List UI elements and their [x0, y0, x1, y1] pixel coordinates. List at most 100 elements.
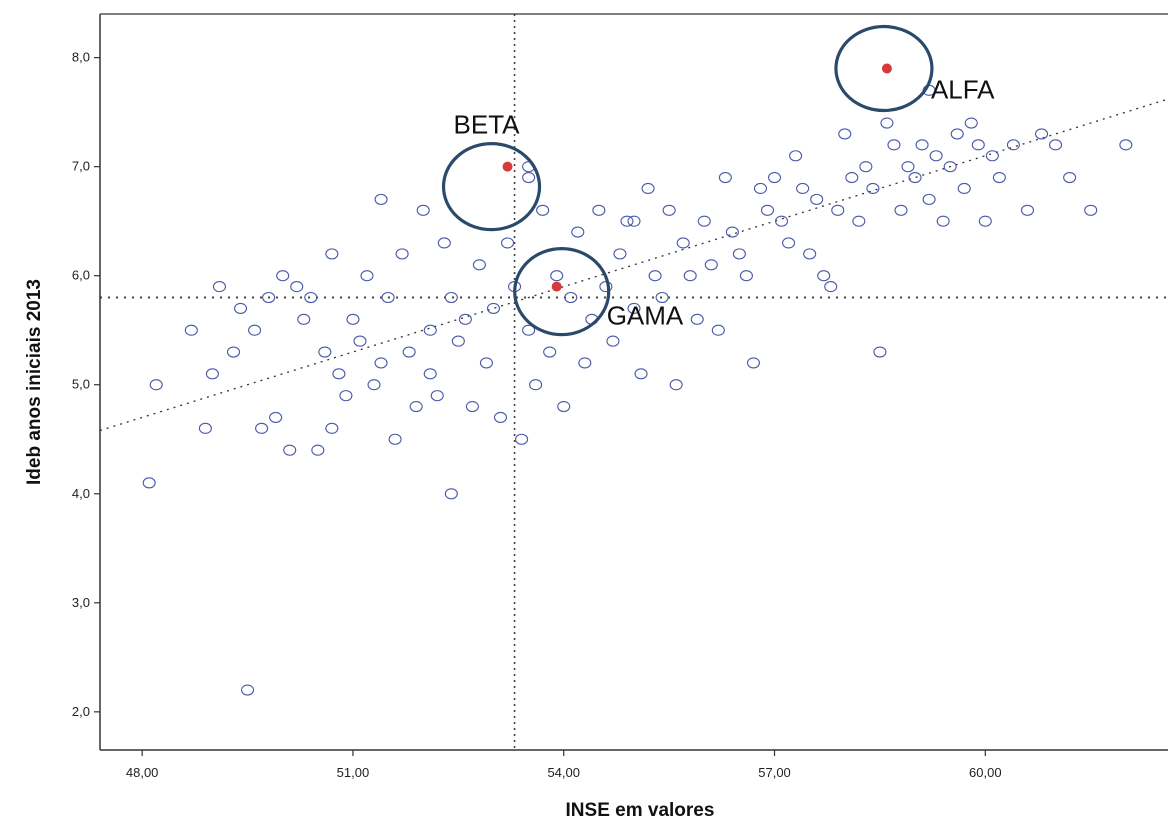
data-point [690, 313, 704, 325]
highlight-label: ALFA [931, 75, 995, 105]
data-point [529, 379, 543, 391]
data-point [444, 488, 458, 500]
data-point [402, 346, 416, 358]
data-point [852, 215, 866, 227]
data-point [325, 422, 339, 434]
data-point [711, 324, 725, 336]
data-point [451, 335, 465, 347]
y-tick-label: 4,0 [72, 486, 90, 501]
data-point [500, 237, 515, 249]
data-point [796, 182, 810, 195]
data-point [950, 128, 964, 140]
data-point [803, 248, 817, 260]
data-point [964, 117, 978, 129]
data-point [332, 368, 346, 380]
data-point [198, 422, 212, 434]
data-point [395, 248, 409, 260]
data-point [739, 270, 753, 282]
data-point [255, 422, 269, 434]
data-points [142, 84, 1133, 696]
y-tick-label: 3,0 [72, 595, 90, 610]
data-point [374, 357, 388, 369]
data-point [241, 684, 255, 696]
reference-lines [100, 14, 1168, 750]
plot-area [100, 14, 1168, 750]
data-point [873, 346, 887, 358]
data-point [290, 281, 304, 293]
data-point [922, 193, 936, 205]
data-point [276, 270, 290, 282]
data-point [346, 313, 360, 325]
data-point [662, 204, 676, 216]
x-ticks: 48,00 51,00 54,00 57,00 60,00 [126, 750, 1002, 780]
data-point [564, 291, 578, 304]
data-point [627, 215, 641, 227]
data-point [817, 270, 831, 282]
data-point [669, 379, 683, 391]
data-point [409, 400, 423, 413]
data-point [606, 335, 620, 347]
data-point [262, 291, 276, 304]
data-point [423, 368, 437, 380]
data-point [388, 433, 402, 445]
x-tick-label: 57,00 [758, 765, 791, 780]
data-point [866, 182, 880, 195]
data-point [297, 313, 311, 325]
data-point [360, 270, 374, 282]
data-point [943, 161, 957, 173]
highlight-point [881, 63, 892, 74]
data-point [374, 193, 388, 205]
highlight-circle [441, 142, 542, 232]
data-point [248, 324, 262, 336]
data-point [367, 379, 381, 391]
data-point [936, 215, 950, 227]
data-point [831, 204, 845, 216]
data-point [641, 182, 655, 195]
data-point [760, 204, 775, 216]
highlight-point [502, 161, 513, 172]
data-point [1049, 139, 1063, 151]
data-point [458, 313, 472, 325]
highlight-circle [834, 24, 934, 113]
data-point [1020, 204, 1035, 216]
y-axis-title: Ideb anos iniciais 2013 [24, 279, 45, 485]
data-point [824, 281, 838, 293]
data-point [676, 237, 690, 249]
data-point [550, 270, 564, 282]
data-point [149, 379, 163, 391]
highlight-label: GAMA [607, 301, 684, 331]
data-point [859, 161, 873, 173]
data-point [536, 204, 550, 216]
data-point [648, 270, 662, 282]
data-point [978, 215, 992, 227]
data-point [1006, 139, 1020, 151]
data-point [985, 150, 999, 162]
data-point [304, 291, 318, 304]
data-point [205, 368, 219, 380]
x-tick-label: 60,00 [969, 765, 1002, 780]
data-point [704, 259, 718, 271]
data-point [789, 150, 803, 162]
data-point [423, 324, 437, 336]
data-point [543, 346, 557, 358]
data-point [416, 204, 430, 216]
data-point [894, 204, 908, 216]
data-point [212, 281, 226, 293]
data-point [318, 346, 332, 358]
data-point [592, 204, 606, 216]
data-point [767, 172, 782, 184]
data-point [465, 400, 479, 413]
data-point [283, 444, 297, 456]
data-point [142, 477, 156, 489]
data-point [381, 291, 395, 304]
y-tick-label: 2,0 [72, 704, 90, 719]
data-point [1063, 172, 1077, 184]
x-tick-label: 54,00 [547, 765, 580, 780]
data-point [915, 139, 929, 151]
highlight-point [551, 281, 562, 292]
data-point [226, 346, 241, 358]
x-axis-title: INSE em valores [566, 800, 715, 821]
y-ticks: 2,0 3,0 4,0 5,0 6,0 7,0 8,0 [72, 50, 100, 719]
data-point [444, 291, 458, 304]
